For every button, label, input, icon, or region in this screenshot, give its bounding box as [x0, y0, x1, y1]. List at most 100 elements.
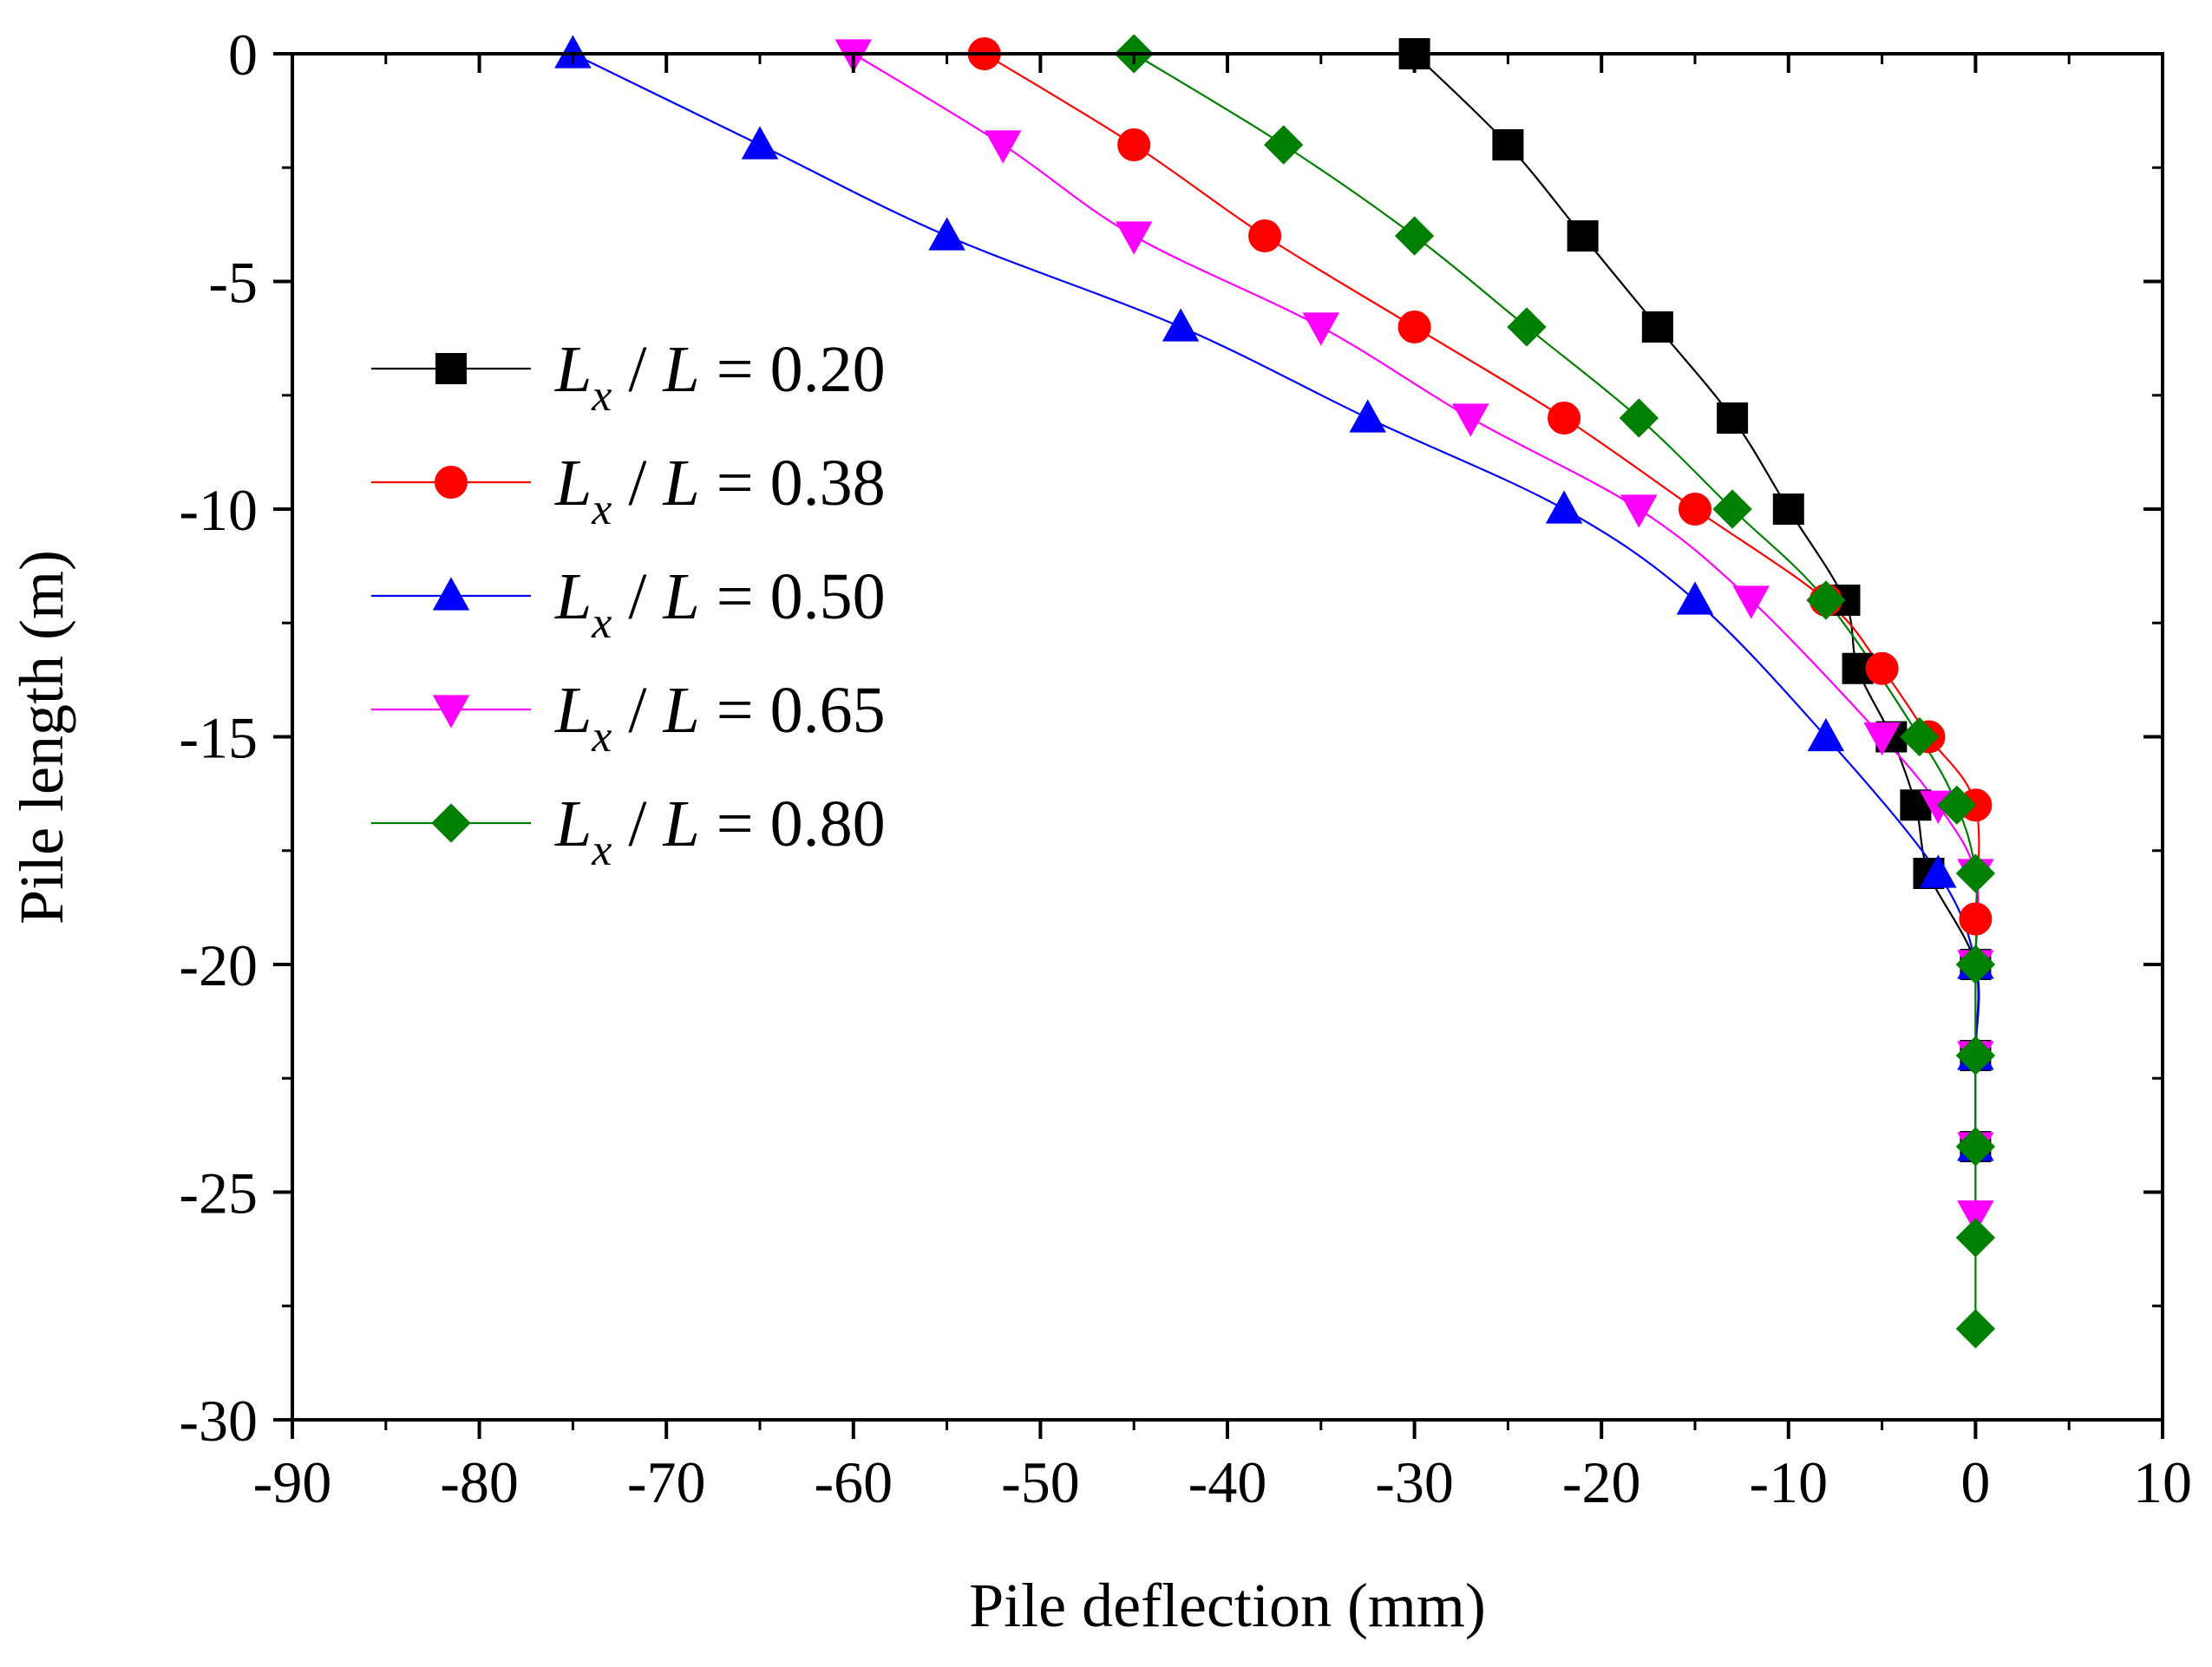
data-point: [1865, 651, 1899, 685]
x-tick-label: 10: [2133, 1449, 2192, 1515]
data-point: [928, 217, 965, 251]
data-point: [1507, 307, 1547, 347]
y-tick-label: -5: [208, 250, 258, 316]
legend-subscript: x: [591, 712, 612, 762]
data-point: [1548, 402, 1581, 435]
data-point: [1115, 221, 1153, 255]
legend-var-denominator: L: [663, 333, 700, 406]
legend-var: L: [554, 560, 592, 633]
data-point: [1162, 308, 1200, 342]
series-layer: [554, 34, 1996, 1349]
legend-subscript: x: [591, 826, 612, 875]
legend-rest: /: [612, 333, 663, 406]
legend-subscript: x: [591, 485, 612, 534]
legend-marker: [431, 803, 471, 843]
legend-entry: Lx / L = 0.80: [371, 788, 886, 875]
legend-value: = 0.65: [700, 674, 886, 747]
legend-var-denominator: L: [663, 674, 700, 747]
x-tick-label: -10: [1749, 1449, 1828, 1515]
legend-var-denominator: L: [663, 560, 700, 633]
legend-entry: Lx / L = 0.20: [371, 333, 886, 421]
legend-rest: /: [612, 560, 663, 633]
data-point: [1397, 311, 1431, 343]
data-point: [1937, 785, 1977, 825]
x-tick-label: -80: [440, 1449, 519, 1515]
legend-value: = 0.80: [700, 788, 886, 860]
x-tick-label: -60: [814, 1449, 893, 1515]
y-tick-label: 0: [228, 22, 258, 88]
data-point: [1957, 1200, 1994, 1234]
x-tick-label: -20: [1562, 1449, 1641, 1515]
data-point: [1679, 493, 1711, 526]
x-tick-label: -50: [1001, 1449, 1080, 1515]
legend-var: L: [554, 674, 592, 747]
x-axis-title: Pile deflection (mm): [969, 1571, 1486, 1640]
x-tick-label: -90: [253, 1449, 332, 1515]
y-tick-label: -20: [179, 932, 258, 998]
data-point: [1772, 494, 1804, 525]
legend-value: = 0.50: [700, 560, 886, 633]
legend-marker: [432, 577, 470, 611]
legend-rest: /: [612, 447, 663, 520]
axes-layer: -90 -80 -70 -60 -50 -40 -30 -20 -10 0 10 0 -5 -10 -15 -…: [179, 22, 2192, 1515]
y-axis-title: Pile length (m): [7, 550, 76, 925]
data-point: [1959, 902, 1993, 936]
legend-var-denominator: L: [663, 447, 700, 520]
data-point: [1955, 945, 1996, 984]
legend-var: L: [554, 447, 592, 520]
data-point: [1920, 854, 1957, 888]
data-point: [1717, 402, 1749, 434]
y-tick-label: -30: [179, 1388, 258, 1454]
legend-label: Lx / L = 0.38: [554, 447, 886, 534]
data-point: [1264, 125, 1304, 165]
legend-rest: /: [612, 674, 663, 747]
data-point: [1545, 490, 1583, 524]
legend-rest: /: [612, 788, 663, 860]
data-point: [1806, 580, 1846, 620]
data-point: [1955, 853, 1996, 893]
data-point: [1955, 1309, 1996, 1349]
legend-marker: [432, 695, 470, 729]
data-point: [1492, 129, 1524, 160]
x-tick-label: 0: [1960, 1449, 1990, 1515]
x-tick-label: -70: [627, 1449, 706, 1515]
legend-marker: [435, 466, 468, 499]
legend-label: Lx / L = 0.65: [554, 674, 886, 762]
data-point: [1955, 1036, 1996, 1075]
data-point: [1863, 722, 1901, 756]
data-point: [1955, 1218, 1996, 1258]
legend-marker: [435, 353, 467, 384]
data-point: [1394, 216, 1435, 256]
plot-frame: [291, 52, 2164, 1422]
data-point: [1620, 494, 1658, 528]
data-point: [1248, 219, 1282, 252]
legend-entry: Lx / L = 0.65: [371, 674, 886, 762]
data-point: [741, 126, 779, 160]
data-point: [1302, 312, 1340, 346]
data-point: [1900, 716, 1940, 757]
data-point: [1676, 581, 1714, 615]
data-point: [1117, 128, 1151, 161]
legend-subscript: x: [591, 598, 612, 648]
legend-label: Lx / L = 0.50: [554, 560, 886, 648]
y-tick-label: -15: [179, 705, 258, 771]
data-point: [1452, 403, 1489, 437]
data-point: [985, 130, 1022, 164]
legend-label: Lx / L = 0.20: [554, 333, 886, 421]
series-markers: [554, 34, 1996, 1349]
data-point: [1955, 1127, 1996, 1167]
data-point: [1712, 489, 1752, 529]
legend-var: L: [554, 333, 592, 406]
x-tick-label: -40: [1188, 1449, 1267, 1515]
y-tick-label: -25: [179, 1160, 258, 1226]
data-point: [1641, 311, 1673, 343]
legend-entry: Lx / L = 0.38: [371, 447, 886, 534]
legend-label: Lx / L = 0.80: [554, 788, 886, 875]
data-point: [1619, 398, 1659, 438]
data-point: [1807, 717, 1845, 752]
y-tick-label: -10: [179, 477, 258, 543]
